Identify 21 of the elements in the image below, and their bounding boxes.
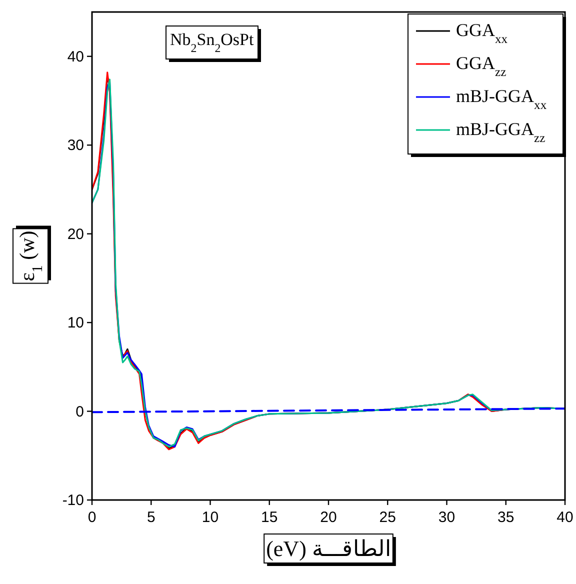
legend-label: GGA$_{zz}$ <box>456 53 507 79</box>
x-tick-label: 0 <box>88 509 96 526</box>
y-tick-label: 0 <box>76 403 84 420</box>
x-tick-label: 15 <box>261 509 278 526</box>
x-tick-label: 5 <box>146 509 156 526</box>
x-tick-label: 35 <box>498 509 514 526</box>
x-tick-label: 25 <box>379 509 396 526</box>
annotation: Nb$_{2}$Sn$_{2}$OsPt <box>170 30 254 55</box>
y-tick-label: 20 <box>67 226 84 243</box>
x-tick-label: 30 <box>438 509 456 526</box>
y-tick-label: 10 <box>67 314 84 332</box>
y-tick-label: 40 <box>67 48 84 66</box>
y-tick-label: -10 <box>62 492 84 509</box>
x-axis-title: الطاقـــة (eV) <box>266 536 391 561</box>
x-tick-label: 40 <box>556 509 574 526</box>
x-tick-label: 10 <box>202 509 219 526</box>
x-tick-label: 20 <box>320 509 337 526</box>
legend-label: mBJ-GGA$_{xx}$ <box>456 86 548 112</box>
y-tick-label: 30 <box>67 137 84 154</box>
legend-label: mBJ-GGA$_{zz}$ <box>456 119 546 145</box>
legend-label: GGA$_{xx}$ <box>456 20 508 46</box>
